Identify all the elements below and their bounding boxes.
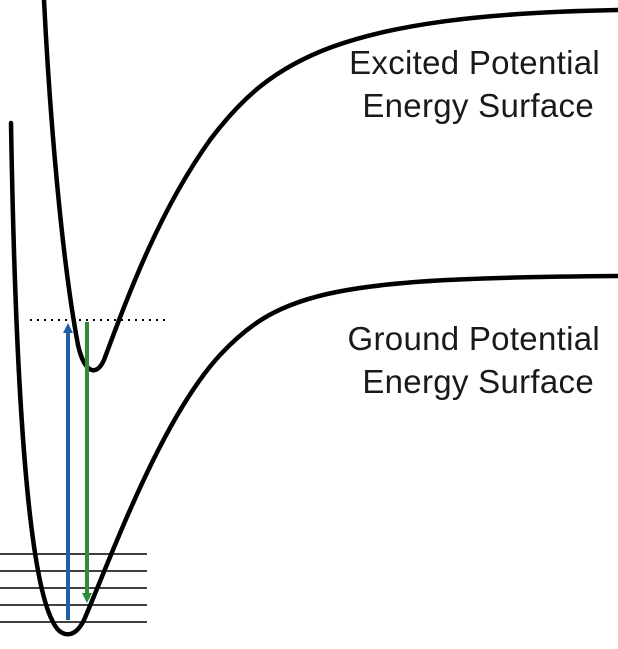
vibrational-levels bbox=[0, 553, 147, 623]
excited-label-line2: Energy Surface bbox=[362, 87, 594, 124]
excited-label-line1: Excited Potential bbox=[349, 44, 600, 81]
excited-potential-curve bbox=[41, 0, 618, 373]
ground-surface-label: Ground Potential Energy Surface bbox=[300, 317, 600, 403]
excited-surface-label: Excited Potential Energy Surface bbox=[300, 41, 600, 127]
ground-label-line2: Energy Surface bbox=[362, 363, 594, 400]
ground-label-line1: Ground Potential bbox=[347, 320, 600, 357]
ground-potential-curve bbox=[8, 120, 618, 637]
